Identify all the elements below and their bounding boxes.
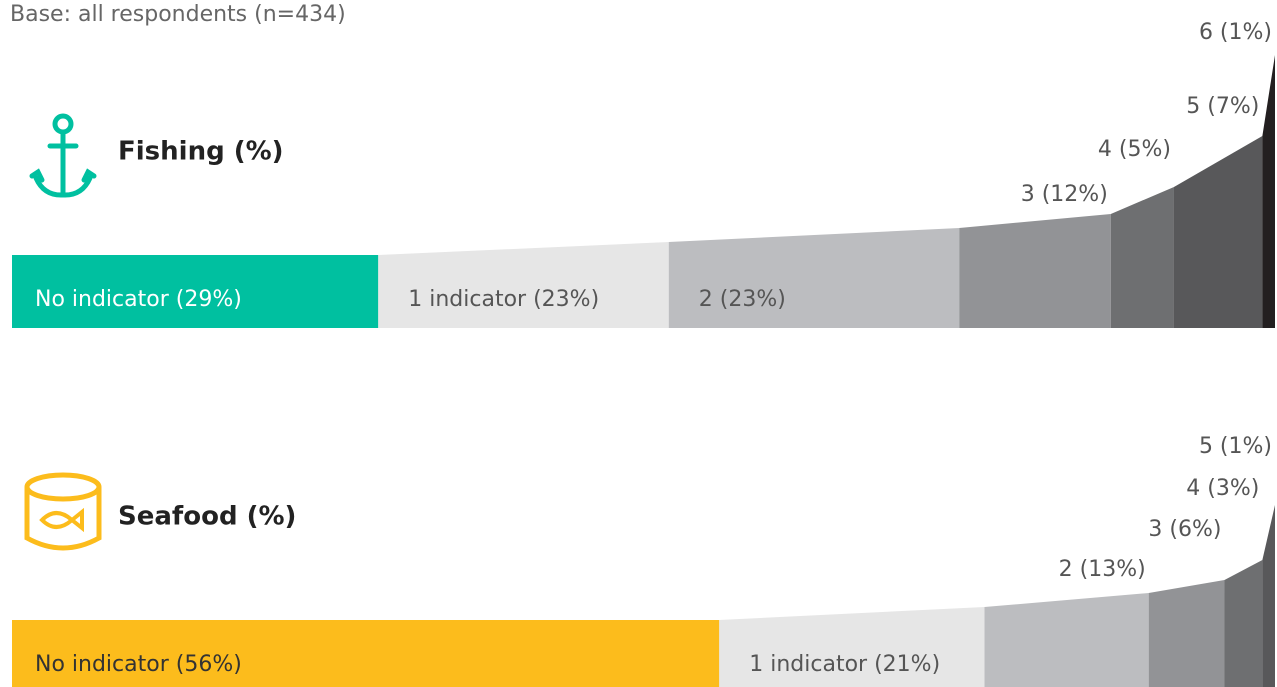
base-note: Base: all respondents (n=434) (10, 2, 346, 27)
value-label: No indicator (29%) (35, 287, 242, 312)
bar-segment (984, 593, 1149, 687)
bar-segment (668, 228, 960, 328)
value-label: 5 (1%) (1199, 434, 1272, 459)
anchor-icon (29, 113, 97, 198)
bar-segment (1262, 55, 1275, 328)
chart-title: Seafood (%) (118, 502, 296, 532)
value-label: 6 (1%) (1199, 20, 1272, 45)
chart-title: Fishing (%) (118, 137, 284, 167)
bar-segment (1262, 505, 1275, 687)
value-label: 3 (6%) (1148, 517, 1221, 542)
value-label: 2 (23%) (699, 287, 786, 312)
value-label: 1 indicator (23%) (408, 287, 599, 312)
can-icon (24, 472, 102, 551)
value-label: 2 (13%) (1059, 557, 1146, 582)
bar-segment (959, 214, 1111, 328)
value-label: 4 (5%) (1098, 137, 1171, 162)
bar-segment (378, 242, 669, 328)
bar-segment (1148, 580, 1225, 687)
value-label: 1 indicator (21%) (749, 652, 940, 677)
bar-segment (1173, 136, 1263, 328)
value-label: No indicator (56%) (35, 652, 242, 677)
bar-segment (1224, 560, 1263, 687)
bar-segment (12, 620, 720, 687)
bar-segment (12, 255, 379, 328)
bar-segment (719, 607, 985, 687)
bar-segment (1110, 187, 1174, 328)
value-label: 3 (12%) (1021, 182, 1108, 207)
value-label: 4 (3%) (1186, 476, 1259, 501)
value-label: 5 (7%) (1186, 94, 1259, 119)
